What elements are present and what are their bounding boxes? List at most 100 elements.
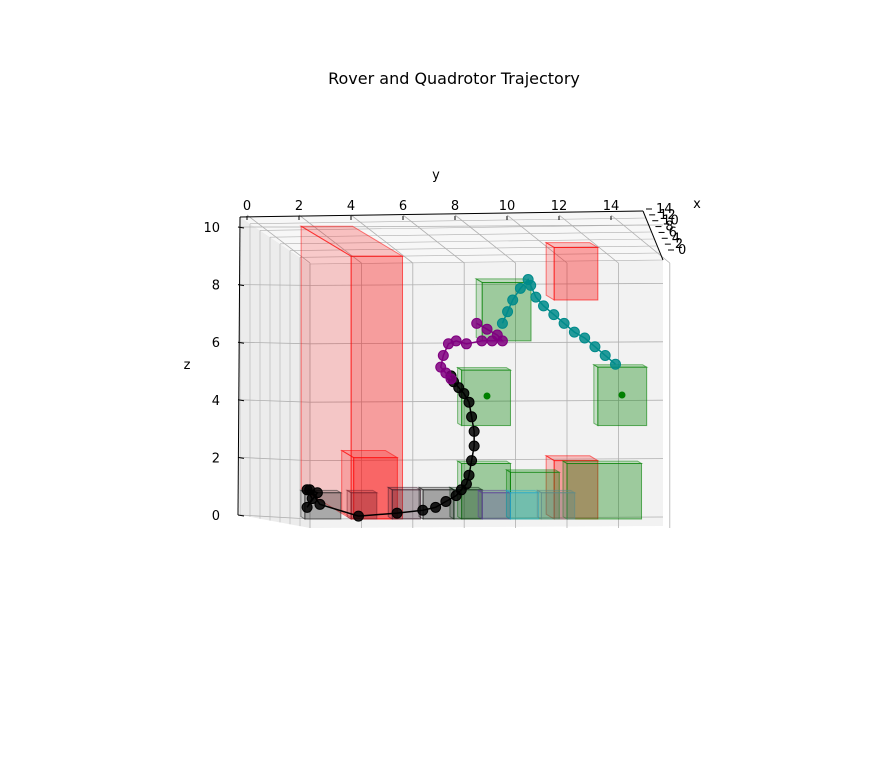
- y-tick-label: 2: [295, 199, 303, 214]
- z-tick-label: 0: [212, 509, 220, 524]
- grid-line-z-side: [239, 399, 311, 403]
- grid-line-z: [309, 458, 664, 461]
- y-axis-label: y: [432, 168, 440, 183]
- quadrotor-path-1-point: [471, 317, 483, 329]
- rover-trajectory-point: [440, 495, 452, 507]
- grid-line-y-top: [558, 214, 619, 264]
- grid-line-z-side: [239, 457, 311, 461]
- chart-title: Rover and Quadrotor Trajectory: [328, 69, 580, 88]
- quadrotor-path-2-point: [496, 317, 508, 329]
- x-tick-label: 10: [662, 214, 679, 229]
- rover-trajectory-point: [301, 501, 313, 513]
- side-pane: [240, 217, 310, 528]
- rover-trajectory-point: [466, 411, 478, 423]
- ground-box-side-face: [536, 489, 542, 520]
- z-tick: [237, 514, 245, 517]
- ground-box: [509, 492, 540, 520]
- z-tick-label: 8: [212, 279, 220, 294]
- quadrotor-path-2-point: [558, 317, 570, 329]
- x-tick-label: 4: [672, 231, 680, 246]
- quadrotor-path-2-point: [610, 358, 621, 370]
- quadrotor-path-1-point: [435, 361, 447, 373]
- x-tick-label: 2: [675, 237, 683, 252]
- y-tick-label: 12: [551, 199, 568, 214]
- goal-box-top-face: [455, 367, 513, 371]
- quadrotor-path-2-point: [599, 349, 611, 361]
- quadrotor-path-2-point: [548, 309, 560, 321]
- grid-line-z-side: [239, 284, 311, 286]
- y-tick-label: 0: [243, 199, 251, 214]
- z-tick-label: 10: [203, 221, 220, 236]
- goal-box-top-face: [455, 460, 513, 465]
- grid-line-z: [309, 283, 664, 286]
- rover-trajectory-point: [468, 440, 480, 452]
- z-axis-line: [237, 216, 241, 516]
- ground-box: [481, 492, 511, 520]
- ground-box-top-face: [476, 489, 513, 494]
- goal-marker: [618, 391, 626, 399]
- quadrotor-path-2-point: [579, 332, 591, 344]
- x-tick-label: 12: [659, 208, 676, 223]
- quadrotor-path-1-point: [481, 323, 493, 335]
- rover-trajectory-point: [417, 504, 429, 516]
- z-tick: [237, 284, 245, 287]
- grid-line-x-top: [309, 259, 664, 265]
- ground-box-side-face: [477, 489, 483, 520]
- ground-box-side-face: [387, 486, 393, 520]
- grid-line-y-top: [402, 214, 465, 264]
- goal-box: [566, 463, 643, 520]
- y-tick-label: 6: [399, 199, 407, 214]
- x-axis-label: x: [693, 197, 701, 212]
- x-tick-label: 8: [665, 220, 673, 235]
- rover-trajectory-point: [304, 484, 316, 496]
- rover-trajectory-point: [463, 469, 475, 481]
- z-tick-label: 2: [212, 451, 220, 466]
- quadrotor-path-1-point: [491, 329, 503, 341]
- quadrotor-path-2-point: [502, 306, 514, 318]
- quadrotor-path-2-point: [525, 279, 537, 291]
- quadrotor-path-2-point: [589, 341, 601, 353]
- grid-line-y-top: [506, 214, 568, 264]
- grid-line-y-top: [350, 214, 414, 264]
- ground-box: [540, 492, 576, 520]
- quadrotor-path-2-point: [538, 300, 550, 312]
- x-tick-label: 6: [669, 225, 677, 240]
- goal-box-top-face: [504, 469, 562, 473]
- z-tick: [237, 226, 245, 229]
- rover-trajectory-point: [466, 455, 478, 467]
- z-tick: [237, 341, 245, 344]
- ground-box-top-face: [345, 489, 379, 494]
- z-tick: [237, 456, 245, 459]
- goal-box-side-face: [593, 363, 599, 427]
- goal-box-side-face: [475, 277, 483, 342]
- x-axis-line: [642, 210, 664, 261]
- rover-trajectory-point: [468, 425, 480, 437]
- z-axis-label: z: [184, 358, 191, 373]
- quadrotor-path-1-point: [450, 335, 462, 347]
- ground-box-top-face: [535, 489, 577, 494]
- quadrotor-path-2-point: [530, 291, 542, 303]
- rover-trajectory-point: [314, 498, 326, 510]
- grid-line-x-top: [249, 217, 646, 225]
- rover-trajectory-point: [430, 501, 442, 513]
- quadrotor-path-2-point: [568, 326, 580, 338]
- x-tick-label: 0: [678, 243, 686, 258]
- grid-line-z-side: [239, 341, 311, 345]
- y-tick-label: 14: [603, 199, 620, 214]
- quadrotor-path-2-point: [514, 282, 526, 294]
- z-tick-label: 4: [212, 394, 220, 409]
- goal-marker: [483, 392, 491, 400]
- goal-box-top-face: [561, 460, 644, 465]
- quadrotor-path-2-point: [507, 294, 519, 306]
- goal-box: [509, 471, 560, 520]
- quadrotor-path-1-point: [437, 349, 449, 361]
- z-tick: [237, 399, 245, 402]
- y-axis-line: [239, 210, 644, 218]
- ground-box-top-face: [504, 489, 541, 494]
- quadrotor-path-1-point: [476, 335, 488, 347]
- obstacle-box-side-face: [545, 241, 555, 301]
- rover-trajectory-point: [463, 396, 475, 408]
- ground-box-top-face: [386, 486, 423, 491]
- grid-line-z: [309, 399, 664, 403]
